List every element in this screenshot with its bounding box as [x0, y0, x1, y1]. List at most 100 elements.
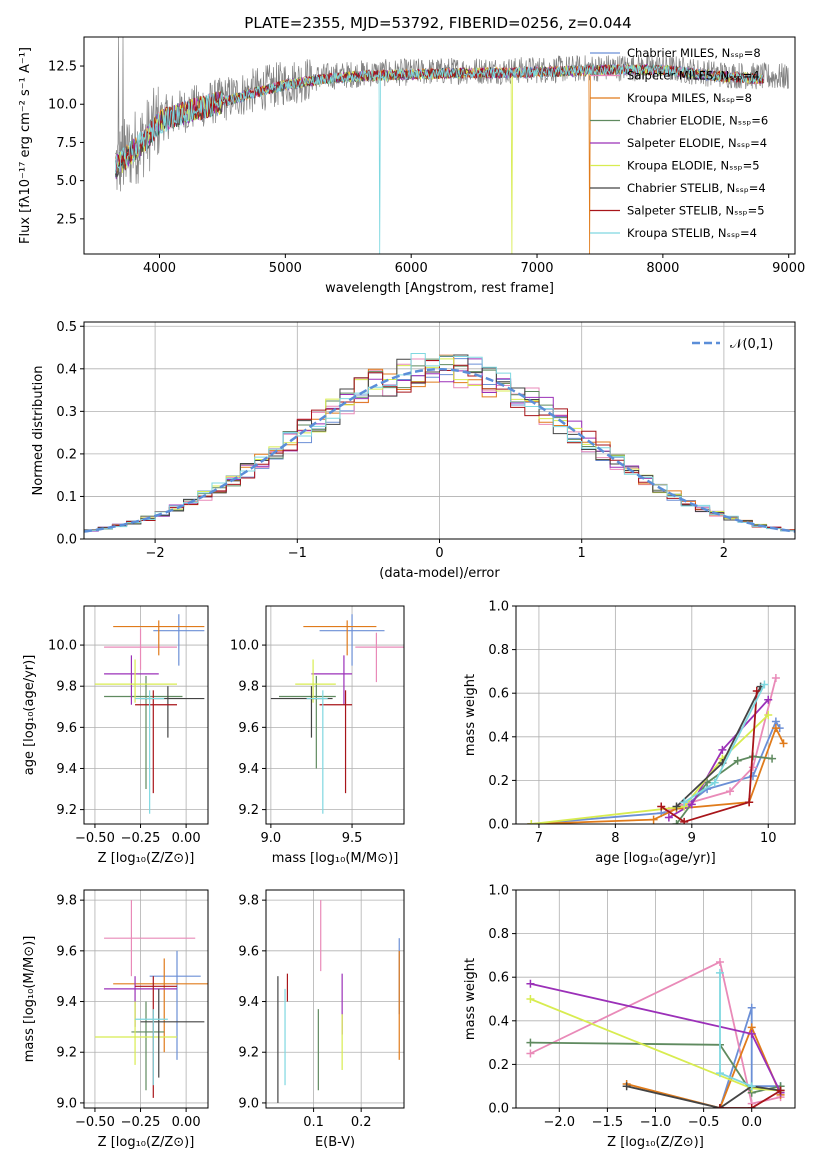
x-tick-label: 0.1	[303, 1115, 324, 1130]
x-tick-label: 5000	[269, 261, 302, 276]
weight-point-salpeter-stelib	[752, 687, 761, 696]
x-axis-label: E(B-V)	[315, 1135, 355, 1150]
x-tick-label: 8	[611, 831, 619, 846]
weight-point-salpeter-miles	[771, 673, 780, 682]
y-tick-label: 0.2	[488, 774, 509, 789]
axes-frame	[265, 605, 405, 825]
weight-line-chabrier-stelib	[626, 1085, 781, 1108]
weight-point-kroupa-miles	[649, 815, 658, 824]
weight-point-salpeter-stelib	[745, 798, 754, 807]
x-tick-label: −0.50	[75, 1115, 115, 1130]
y-axis-label: mass weight	[463, 958, 478, 1040]
weight-point-salpeter-elodie	[764, 695, 773, 704]
x-tick-label: −1	[288, 546, 307, 561]
x-tick-label: 9.5	[342, 831, 363, 846]
x-tick-label: 4000	[143, 261, 176, 276]
y-tick-label: 10.0	[230, 639, 259, 654]
legend-label-kroupa-stelib: Kroupa STELIB, Nₛₛₚ=4	[627, 226, 757, 240]
weight-point-salpeter-elodie	[687, 800, 696, 809]
weight-point-chabrier-elodie	[768, 754, 777, 763]
plot-area	[84, 352, 795, 539]
figure-title: PLATE=2355, MJD=53792, FIBERID=0256, z=0…	[244, 14, 631, 32]
y-tick-label: 7.5	[56, 136, 77, 151]
plot-area	[527, 673, 788, 824]
panel-mass-weight-vs-Z: −2.0 −1.5 −1.0 −0.5 0.0 0.0 0.2 0.4 0.6 0.8 1.0 Z […	[463, 884, 796, 1150]
weight-point-salpeter-stelib	[657, 802, 666, 811]
weight-line-kroupa-miles	[531, 725, 785, 824]
panel-spectrum: 4000 5000 6000 7000 8000 9000 2.5 5.0 7.5 10.0 12.…	[18, 36, 805, 296]
y-axis-label: mass [log₁₀(M/M⊙)]	[22, 936, 37, 1063]
weight-point-chabrier-stelib	[672, 802, 681, 811]
y-tick-label: 0.4	[56, 362, 77, 377]
model-spectrum-kroupa-elodie	[115, 63, 764, 254]
axes-frame	[265, 889, 405, 1109]
weight-line-chabrier-stelib	[675, 686, 762, 808]
y-tick-label: 0.8	[488, 643, 509, 658]
x-axis-label: Z [log₁₀(Z/Z⊙)]	[98, 851, 195, 866]
x-tick-label: 0.0	[741, 1115, 762, 1130]
weight-line-salpeter-stelib	[720, 1089, 782, 1108]
legend-label-chabrier-stelib: Chabrier STELIB, Nₛₛₚ=4	[627, 181, 766, 195]
plot-area	[115, 37, 789, 254]
legend-label-chabrier-elodie: Chabrier ELODIE, Nₛₛₚ=6	[627, 114, 768, 128]
axes-frame	[515, 605, 796, 825]
weight-line-salpeter-stelib	[660, 690, 758, 823]
x-tick-label: 1	[578, 546, 586, 561]
y-tick-label: 0.6	[488, 971, 509, 986]
y-axis-label: mass weight	[463, 674, 478, 756]
y-tick-label: 0.4	[488, 1014, 509, 1029]
weight-point-chabrier-stelib	[622, 1082, 631, 1091]
x-tick-label: 9000	[772, 261, 805, 276]
x-tick-label: −1.5	[592, 1115, 624, 1130]
x-axis-label: Z [log₁₀(Z/Z⊙)]	[98, 1135, 195, 1150]
weight-line-salpeter-miles	[668, 677, 777, 812]
weight-point-salpeter-elodie	[526, 979, 535, 988]
spectrum-legend: Chabrier MILES, Nₛₛₚ=8 Salpeter MILES, Nₛ…	[590, 46, 768, 240]
y-tick-label: 2.5	[56, 212, 77, 227]
x-axis-label: Z [log₁₀(Z/Z⊙)]	[607, 1135, 704, 1150]
legend-label-kroupa-elodie: Kroupa ELODIE, Nₛₛₚ=5	[627, 159, 760, 173]
x-tick-label: 7000	[520, 261, 553, 276]
panel-age-vs-Z: −0.50 −0.25 0.00 9.2 9.4 9.6 9.8 10.0 Z [log₁₀(Z…	[22, 605, 209, 866]
y-tick-label: 10.0	[48, 98, 77, 113]
weight-point-chabrier-elodie	[672, 820, 681, 824]
y-tick-label: 0.0	[488, 818, 509, 833]
axes-frame	[83, 889, 209, 1109]
y-tick-label: 9.8	[56, 894, 77, 909]
x-tick-label: −0.50	[75, 831, 115, 846]
weight-point-kroupa-stelib	[760, 680, 769, 689]
weight-point-salpeter-elodie	[718, 745, 727, 754]
x-tick-label: −0.5	[688, 1115, 720, 1130]
weight-point-salpeter-stelib	[776, 1086, 785, 1095]
panel-residuals: −2 −1 0 1 2 0.0 0.1 0.2 0.3 0.4 0.5 (data-model)/er…	[31, 320, 796, 581]
legend-label-normal: 𝒩(0,1)	[730, 337, 773, 352]
legend-label-kroupa-miles: Kroupa MILES, Nₛₛₚ=8	[627, 91, 752, 105]
panel-mass-weight-vs-age: 7 8 9 10 0.0 0.2 0.4 0.6 0.8 1.0 age [log₁₀(age/yr…	[463, 600, 796, 866]
y-tick-label: 9.4	[56, 995, 77, 1010]
weight-line-chabrier-miles	[719, 1007, 781, 1108]
x-tick-label: 0.2	[351, 1115, 372, 1130]
y-tick-label: 9.8	[56, 680, 77, 695]
weight-point-salpeter-stelib	[680, 817, 689, 824]
y-tick-label: 0.3	[56, 405, 77, 420]
x-tick-label: 9.0	[261, 831, 282, 846]
y-tick-label: 9.6	[56, 721, 77, 736]
y-tick-label: 9.0	[238, 1096, 259, 1111]
y-tick-label: 9.2	[56, 803, 77, 818]
weight-point-salpeter-stelib	[747, 1104, 756, 1108]
y-tick-label: 0.2	[488, 1058, 509, 1073]
weight-point-kroupa-stelib	[747, 1082, 756, 1091]
y-tick-label: 9.6	[238, 944, 259, 959]
weight-point-kroupa-miles	[771, 724, 780, 733]
y-tick-label: 9.8	[238, 680, 259, 695]
x-tick-label: 7	[535, 831, 543, 846]
plot-area	[270, 614, 404, 814]
weight-point-salpeter-miles	[526, 1049, 535, 1058]
y-tick-label: 0.0	[56, 533, 77, 548]
weight-point-kroupa-stelib	[715, 968, 724, 977]
y-tick-label: 0.1	[56, 490, 77, 505]
panel-mass-vs-Z: −0.50 −0.25 0.00 9.0 9.2 9.4 9.6 9.8 Z [log₁₀(Z/…	[22, 889, 209, 1150]
x-tick-label: 0	[435, 546, 443, 561]
y-tick-label: 9.2	[238, 803, 259, 818]
